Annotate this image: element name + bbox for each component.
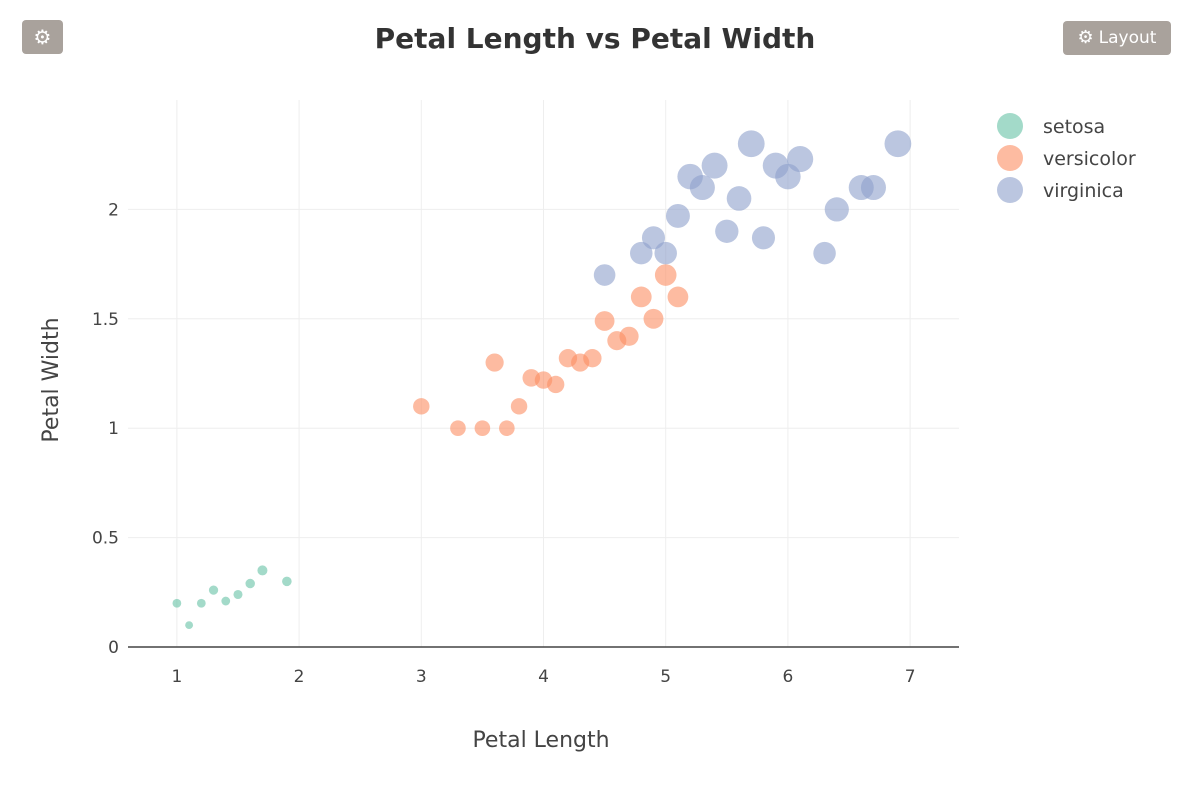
x-tick-label: 1	[171, 667, 182, 687]
setosa-point	[208, 585, 219, 595]
setosa-point	[185, 621, 194, 630]
versicolor-point	[450, 420, 466, 437]
x-axis-title: Petal Length	[472, 728, 609, 753]
virginica-point	[860, 174, 886, 201]
setosa-point	[257, 565, 268, 576]
gear-icon: ⚙	[33, 25, 52, 49]
setosa-point	[282, 576, 292, 587]
legend-marker-versicolor	[997, 145, 1023, 171]
versicolor-point	[630, 286, 652, 308]
versicolor-point	[510, 398, 528, 415]
virginica-point	[665, 203, 690, 228]
y-axis-title: Petal Width	[39, 317, 64, 442]
legend-label-virginica: virginica	[1043, 180, 1124, 202]
legend-marker-setosa	[997, 113, 1023, 139]
versicolor-point	[594, 311, 615, 331]
legend-label-setosa: setosa	[1043, 116, 1105, 138]
virginica-point	[737, 130, 765, 158]
gear-icon: ⚙	[1077, 27, 1094, 48]
versicolor-point	[619, 326, 639, 346]
y-tick-label: 2	[108, 200, 119, 220]
virginica-point	[813, 241, 836, 265]
x-tick-label: 6	[782, 667, 793, 687]
virginica-point	[751, 226, 776, 250]
layout-button-label: Layout	[1098, 28, 1157, 48]
setosa-point	[245, 578, 255, 589]
setosa-point	[233, 589, 243, 600]
settings-button[interactable]: ⚙	[22, 20, 63, 54]
virginica-point	[593, 264, 616, 286]
virginica-point	[701, 152, 728, 179]
virginica-point	[630, 241, 653, 265]
virginica-point	[884, 130, 912, 158]
virginica-point	[787, 145, 814, 173]
x-tick-label: 5	[660, 667, 671, 687]
versicolor-point	[499, 420, 515, 437]
y-tick-label: 0.5	[92, 529, 119, 549]
legend: setosa versicolor virginica	[997, 113, 1136, 203]
data-points	[172, 130, 912, 630]
x-tick-label: 7	[905, 667, 916, 687]
versicolor-point	[547, 375, 565, 394]
virginica-point	[641, 226, 666, 250]
versicolor-point	[643, 308, 664, 329]
versicolor-point	[413, 398, 430, 415]
versicolor-point	[667, 286, 689, 308]
setosa-point	[196, 598, 206, 608]
versicolor-point	[654, 264, 677, 286]
axes: 1 2 3 4 5 6 7 0 0.5 1 1.5 2	[92, 200, 959, 687]
y-tick-label: 1	[108, 419, 119, 439]
y-tick-label: 0	[108, 638, 119, 658]
virginica-point	[726, 186, 752, 211]
setosa-point	[172, 598, 182, 608]
x-tick-label: 4	[538, 667, 549, 687]
versicolor-point	[485, 353, 504, 372]
virginica-point	[824, 197, 849, 222]
legend-label-versicolor: versicolor	[1043, 148, 1136, 170]
virginica-point	[715, 219, 739, 243]
chart-title: Petal Length vs Petal Width	[374, 22, 816, 55]
x-tick-label: 2	[294, 667, 305, 687]
versicolor-point	[474, 420, 491, 437]
virginica-point	[689, 174, 715, 201]
setosa-point	[221, 596, 231, 606]
x-tick-label: 3	[416, 667, 427, 687]
layout-button[interactable]: ⚙ Layout	[1063, 21, 1171, 55]
versicolor-point	[583, 349, 602, 368]
y-tick-label: 1.5	[92, 310, 119, 330]
virginica-point	[654, 241, 677, 265]
legend-marker-virginica	[997, 177, 1023, 203]
